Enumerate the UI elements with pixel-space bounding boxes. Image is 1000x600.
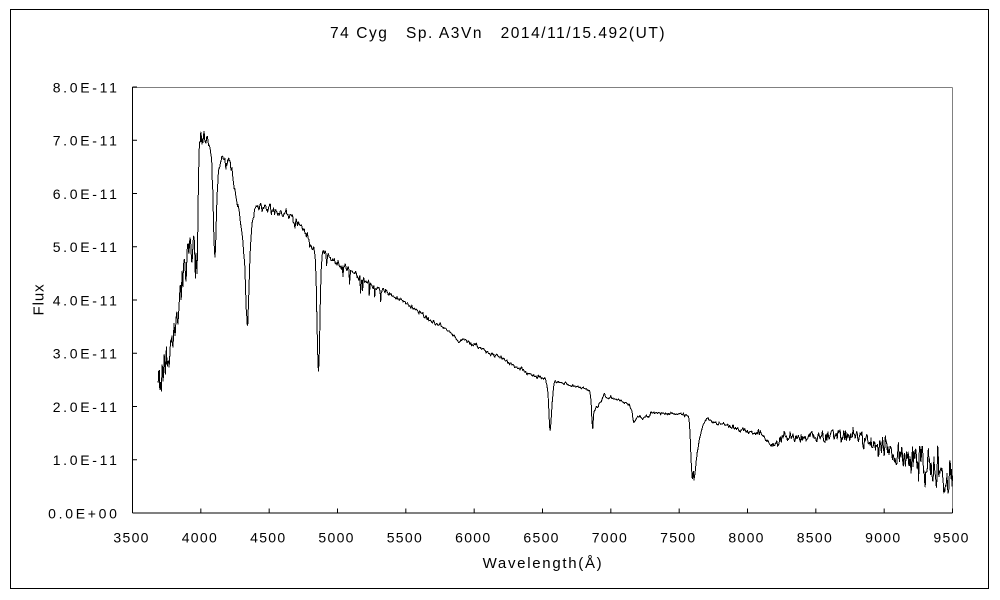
svg-text:4000: 4000 xyxy=(182,530,218,546)
svg-text:9000: 9000 xyxy=(865,530,901,546)
svg-text:4.0E-11: 4.0E-11 xyxy=(53,292,120,308)
svg-text:3.0E-11: 3.0E-11 xyxy=(53,346,120,362)
svg-text:4500: 4500 xyxy=(250,530,286,546)
svg-text:3500: 3500 xyxy=(113,530,149,546)
svg-text:0.0E+00: 0.0E+00 xyxy=(48,505,119,521)
svg-text:8000: 8000 xyxy=(728,530,764,546)
svg-text:6000: 6000 xyxy=(455,530,491,546)
svg-text:2.0E-11: 2.0E-11 xyxy=(53,399,120,415)
svg-text:6500: 6500 xyxy=(523,530,559,546)
svg-text:9500: 9500 xyxy=(933,530,969,546)
svg-text:7000: 7000 xyxy=(592,530,628,546)
svg-text:74 Cyg Sp. A3Vn 2014/11/15: 74 Cyg Sp. A3Vn 2014/11/15.492(UT) xyxy=(330,25,666,42)
svg-text:7500: 7500 xyxy=(660,530,696,546)
svg-text:5500: 5500 xyxy=(387,530,423,546)
svg-text:7.0E-11: 7.0E-11 xyxy=(53,133,120,149)
svg-text:8500: 8500 xyxy=(797,530,833,546)
svg-text:5.0E-11: 5.0E-11 xyxy=(53,239,120,255)
svg-text:Wavelength(Å): Wavelength(Å) xyxy=(483,555,604,572)
svg-text:1.0E-11: 1.0E-11 xyxy=(53,452,120,468)
svg-text:6.0E-11: 6.0E-11 xyxy=(53,186,120,202)
svg-text:Flux: Flux xyxy=(31,284,48,316)
svg-text:8.0E-11: 8.0E-11 xyxy=(53,79,120,95)
svg-text:5000: 5000 xyxy=(318,530,354,546)
